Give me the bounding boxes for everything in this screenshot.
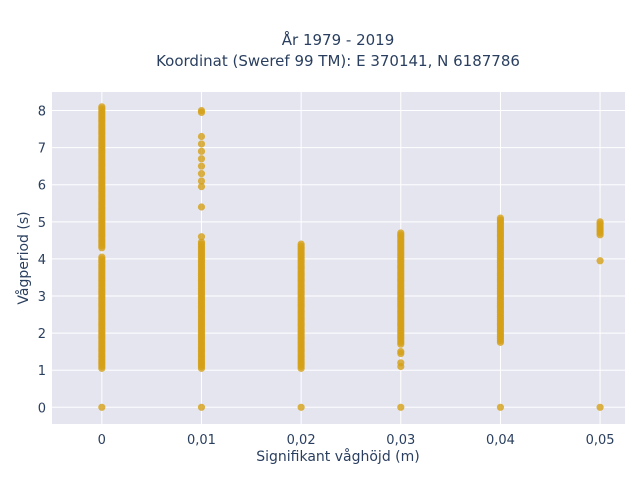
- x-axis-title: Signifikant våghöjd (m): [256, 448, 419, 465]
- y-tick-label: 3: [38, 290, 46, 305]
- y-tick-label: 7: [38, 142, 46, 157]
- data-point: [297, 403, 305, 411]
- axis-ticks: 0 0,01 0,02 0,03 0,04 0,05 0 1 2 3 4 5 6 7 8: [38, 105, 615, 448]
- data-point: [297, 240, 305, 248]
- data-point: [197, 177, 206, 185]
- chart-title-line-1: År 1979 - 2019: [282, 30, 395, 49]
- plot-area: [52, 92, 625, 424]
- data-point: [197, 147, 206, 155]
- data-point: [197, 403, 206, 411]
- x-tick-label: 0,03: [386, 433, 415, 448]
- y-tick-label: 5: [38, 216, 46, 231]
- y-tick-label: 0: [38, 401, 46, 416]
- data-point: [197, 132, 206, 141]
- y-tick-label: 8: [38, 105, 46, 120]
- data-point: [596, 403, 604, 411]
- data-point: [397, 403, 405, 411]
- data-point: [197, 170, 206, 178]
- data-point: [397, 348, 405, 356]
- data-point: [197, 182, 206, 191]
- data-point: [197, 140, 206, 148]
- data-point: [197, 155, 206, 163]
- x-tick-label: 0,04: [486, 433, 515, 448]
- data-point: [596, 257, 604, 265]
- y-axis-title: Vågperiod (s): [15, 211, 32, 304]
- data-point: [197, 233, 206, 241]
- data-point: [496, 214, 505, 222]
- data-point: [98, 253, 106, 261]
- data-point: [197, 106, 206, 115]
- data-point: [496, 403, 505, 411]
- data-point: [197, 162, 206, 170]
- chart-title-line-2: Koordinat (Sweref 99 TM): E 370141, N 61…: [156, 52, 520, 70]
- x-tick-label: 0,05: [586, 433, 615, 448]
- x-tick-label: 0: [98, 433, 106, 448]
- data-point: [197, 238, 206, 246]
- x-tick-label: 0,02: [287, 433, 316, 448]
- data-point: [596, 218, 604, 226]
- data-point: [397, 229, 405, 237]
- y-tick-label: 6: [38, 179, 46, 194]
- data-point: [197, 203, 206, 211]
- y-tick-label: 4: [38, 253, 46, 268]
- y-tick-label: 2: [38, 327, 46, 342]
- x-tick-label: 0,01: [187, 433, 216, 448]
- data-point: [397, 359, 405, 367]
- data-point: [98, 103, 106, 111]
- data-points: [98, 103, 604, 411]
- data-point: [98, 403, 106, 411]
- y-tick-label: 1: [38, 364, 46, 379]
